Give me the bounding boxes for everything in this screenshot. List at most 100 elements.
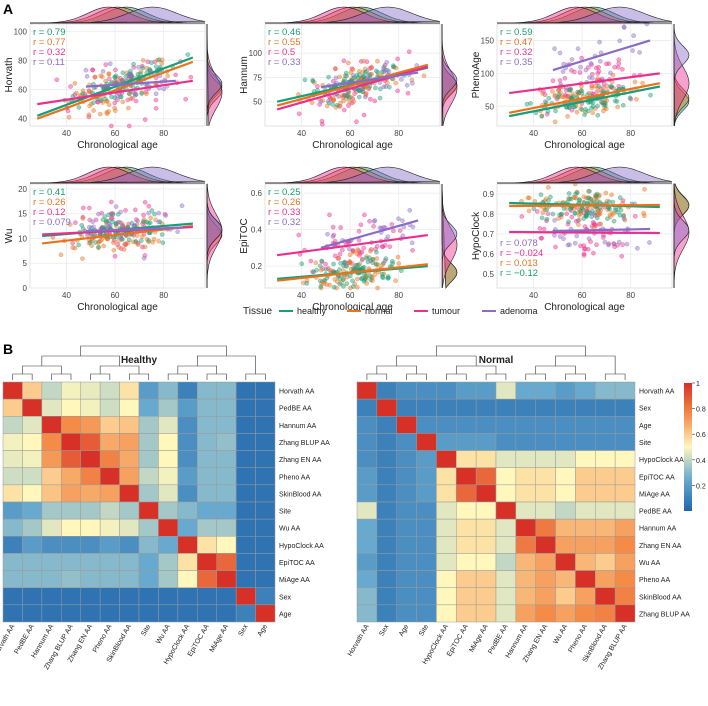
heatmap-cell xyxy=(99,536,120,554)
heatmap-cell xyxy=(255,501,276,520)
heatmap-cell xyxy=(158,518,179,537)
data-point-healthy xyxy=(546,198,551,204)
x-tick-label: 80 xyxy=(626,291,635,300)
heatmap-cell xyxy=(235,501,256,520)
data-point-normal xyxy=(603,190,609,196)
heatmap-cell xyxy=(41,433,62,451)
data-point-adenoma xyxy=(351,72,356,78)
heatmap-cell xyxy=(436,570,457,588)
data-point-tumour xyxy=(188,74,194,80)
legend-label-tumour: tumour xyxy=(432,306,460,316)
heatmap-cell xyxy=(555,450,576,468)
heatmap-cell xyxy=(138,518,159,537)
data-point-adenoma xyxy=(399,77,404,82)
heatmap-cell xyxy=(535,501,556,520)
heatmap-cell xyxy=(575,398,596,417)
column-label: MiAge AA xyxy=(468,623,490,653)
heatmap-cell xyxy=(614,604,636,623)
right-density-adenoma xyxy=(673,184,690,288)
column-label: Pheno AA xyxy=(567,623,589,654)
x-tick-label: 80 xyxy=(394,291,403,300)
heatmap-cell xyxy=(177,398,198,417)
data-point-normal xyxy=(576,222,581,227)
heatmap-cell xyxy=(80,433,101,451)
data-point-adenoma xyxy=(86,224,92,230)
dendrogram-branch xyxy=(485,373,507,380)
data-point-healthy xyxy=(361,271,367,277)
data-point-healthy xyxy=(355,75,361,81)
data-point-healthy xyxy=(156,57,162,63)
y-axis-label: Hannum xyxy=(239,56,250,94)
colorbar-tick-label: 0.8 xyxy=(696,407,706,414)
heatmap-cell xyxy=(255,467,276,486)
data-point-adenoma xyxy=(621,216,627,222)
data-point-adenoma xyxy=(616,239,622,245)
data-point-tumour xyxy=(354,119,359,125)
data-point-adenoma xyxy=(561,236,566,242)
heatmap-cell xyxy=(2,416,23,434)
heatmap-cell xyxy=(177,450,198,468)
data-point-healthy xyxy=(80,91,86,96)
row-label: Pheno AA xyxy=(639,577,670,584)
x-axis-label: Chronological age xyxy=(77,140,158,151)
right-density-adenoma xyxy=(206,184,223,288)
data-point-adenoma xyxy=(575,46,581,52)
data-point-tumour xyxy=(359,249,365,255)
data-point-normal xyxy=(589,85,595,91)
data-point-normal xyxy=(333,105,339,110)
r-label-normal: r = 0.55 xyxy=(268,37,300,48)
heatmap-cell xyxy=(475,484,497,503)
data-point-healthy xyxy=(352,266,358,271)
scatter-panel-epitoc: 40 60 80 0.2 0.4 0.6 r = 0.25r = 0.26r = 0.33r… xyxy=(239,166,458,313)
heatmap-cell xyxy=(99,467,120,486)
heatmap-cell xyxy=(416,570,437,588)
heatmap-cell xyxy=(138,484,159,503)
heatmap-cell xyxy=(119,587,140,606)
y-tick-label: 0.8 xyxy=(483,210,495,219)
heatmap-cell xyxy=(436,467,457,486)
fit-line-healthy xyxy=(508,85,661,118)
heatmap-cell xyxy=(80,501,101,520)
data-point-normal xyxy=(122,242,127,247)
heatmap-cell xyxy=(177,467,198,486)
data-point-tumour xyxy=(612,64,618,70)
heatmap-cell xyxy=(158,604,179,623)
data-point-healthy xyxy=(311,269,317,275)
heatmap-cell xyxy=(197,433,217,451)
data-point-adenoma xyxy=(91,224,96,230)
data-point-healthy xyxy=(126,237,132,243)
top-density-adenoma xyxy=(264,6,441,24)
heatmap-cell xyxy=(515,553,536,571)
heatmap-cell xyxy=(255,416,276,434)
data-point-tumour xyxy=(361,245,367,251)
data-point-normal xyxy=(525,195,531,201)
r-label-normal: r = 0.47 xyxy=(500,37,532,48)
heatmap-cell xyxy=(456,553,477,571)
right-density-adenoma xyxy=(673,23,690,126)
heatmap-cell xyxy=(41,570,62,588)
data-point-adenoma xyxy=(146,210,151,216)
data-point-healthy xyxy=(319,258,325,264)
data-point-adenoma xyxy=(325,98,331,104)
heatmap-cell xyxy=(575,416,596,434)
data-point-healthy xyxy=(79,223,85,228)
heatmap-cell xyxy=(456,484,477,503)
heatmap-cell xyxy=(99,416,120,434)
data-point-normal xyxy=(144,91,149,97)
heatmap-cell xyxy=(575,604,596,623)
data-point-healthy xyxy=(578,208,583,214)
fit-line-healthy xyxy=(36,56,194,117)
data-point-adenoma xyxy=(597,39,602,45)
data-point-normal xyxy=(66,114,72,120)
x-axis-label: Chronological age xyxy=(544,302,625,313)
data-point-healthy xyxy=(588,196,594,202)
data-point-healthy xyxy=(627,95,633,101)
heatmap-cell xyxy=(456,587,477,606)
row-label: Site xyxy=(279,509,291,516)
data-point-adenoma xyxy=(578,64,583,70)
data-point-tumour xyxy=(371,224,376,229)
heatmap-cell xyxy=(416,381,437,400)
data-point-healthy xyxy=(617,195,623,200)
data-point-tumour xyxy=(327,212,332,218)
data-point-adenoma xyxy=(153,91,159,97)
